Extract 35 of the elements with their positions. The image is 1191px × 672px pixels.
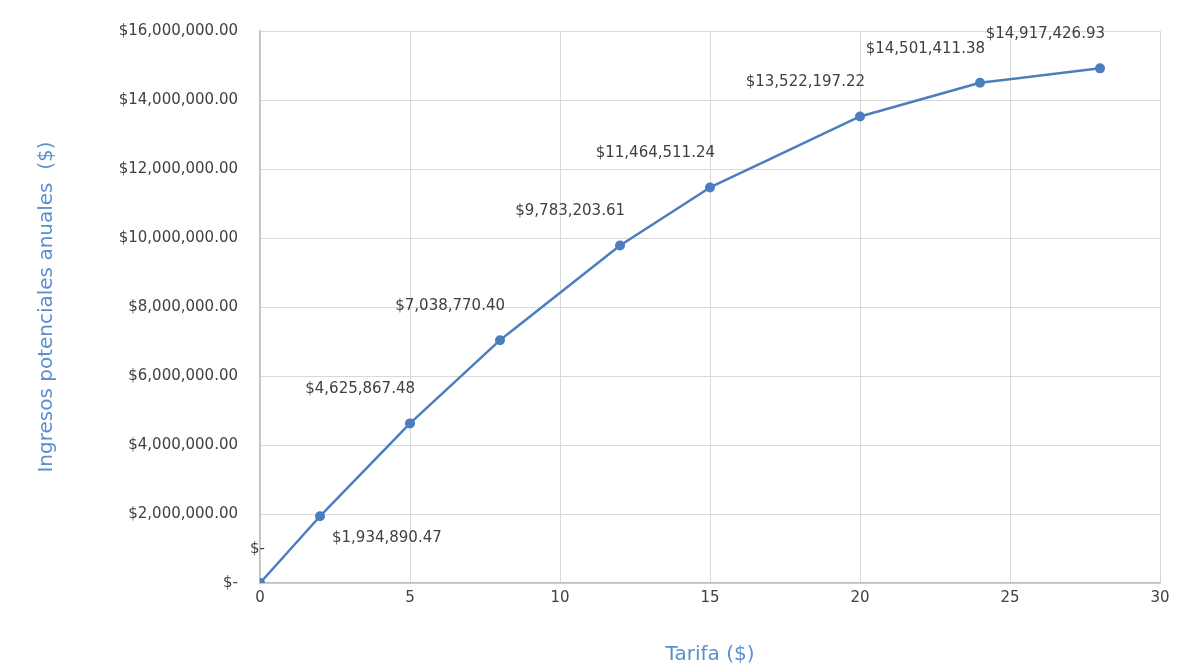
y-tick-label: $10,000,000.00 [118,227,238,246]
point [315,511,325,522]
x-axis-title: Tarifa ($) [664,641,755,666]
data-label: $14,917,426.93 [985,24,1106,43]
data-label: $7,038,770.40 [395,296,506,315]
x-tick-label: 20 [850,587,870,606]
y-tick-label: $14,000,000.00 [118,89,238,108]
point [495,335,505,346]
point [705,182,715,193]
x-tick-label: 5 [405,587,415,606]
y-axis-title: Ingresos potenciales anuales ($) [33,141,58,473]
data-label: $14,501,411.38 [865,38,986,57]
y-tick-label: $- [223,572,238,591]
y-tick-label: $16,000,000.00 [118,20,238,39]
y-tick-label: $6,000,000.00 [128,365,238,384]
y-tick-label: $8,000,000.00 [128,296,238,315]
x-tick-label: 10 [550,587,570,606]
point [615,240,625,251]
x-tick-label: 30 [1150,587,1170,606]
data-label: $1,934,890.47 [332,528,442,547]
point [975,77,985,88]
data-label: $9,783,203.61 [515,201,626,220]
point [1095,63,1105,74]
y-tick-label: $4,000,000.00 [128,434,238,453]
data-label: $- [250,539,266,557]
x-tick-label: 15 [700,587,720,606]
x-tick-label: 25 [1000,587,1020,606]
data-label: $11,464,511.24 [595,143,716,162]
point [855,111,865,122]
y-tick-label: $12,000,000.00 [118,158,238,177]
y-tick-label: $2,000,000.00 [128,503,238,522]
point [405,418,415,429]
x-tick-label: 0 [255,587,265,606]
data-label: $4,625,867.48 [305,379,416,398]
data-label: $13,522,197.22 [745,72,866,91]
